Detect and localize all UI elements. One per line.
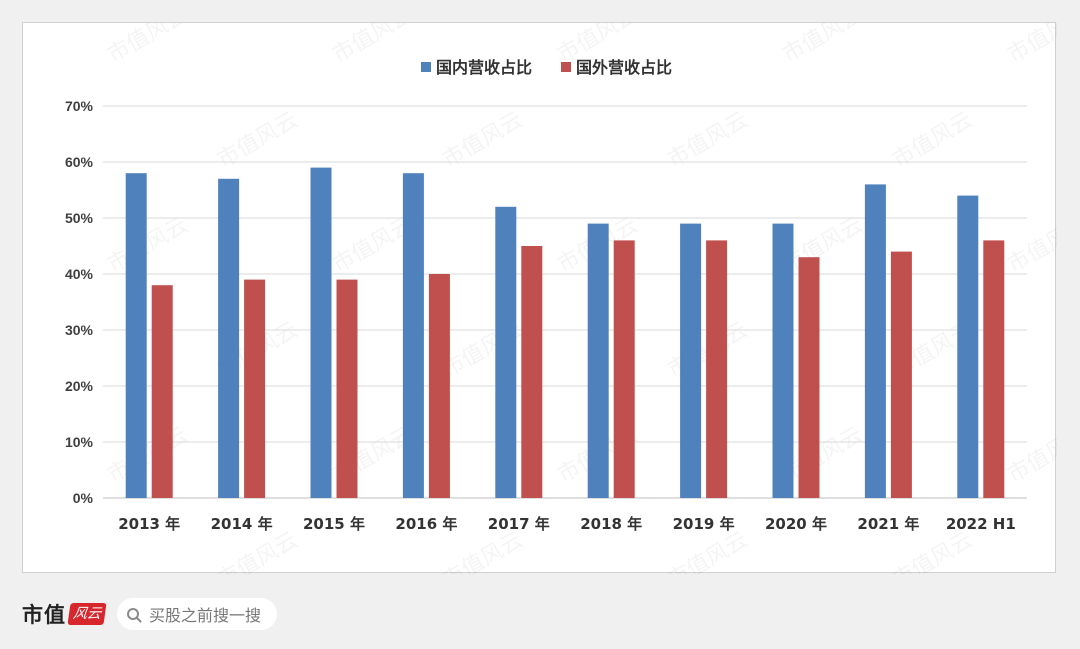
bar-overseas	[428, 274, 450, 498]
bar-overseas	[983, 240, 1005, 498]
watermark-text: 市值风云	[439, 108, 528, 174]
bar-overseas	[890, 251, 912, 498]
bar-domestic	[772, 223, 794, 498]
bar-overseas	[151, 285, 173, 498]
y-tick-label: 50%	[65, 210, 94, 226]
x-tick-label: 2020 年	[765, 515, 827, 533]
watermark-text: 市值风云	[664, 108, 753, 174]
watermark-text: 市值风云	[214, 108, 303, 174]
x-tick-label: 2014 年	[211, 515, 273, 533]
bar-overseas	[244, 279, 266, 498]
bar-overseas	[798, 257, 820, 498]
bar-domestic	[957, 195, 979, 498]
bar-overseas	[706, 240, 728, 498]
brand-logo-seal: 风云	[67, 603, 107, 625]
watermark-text: 市值风云	[1004, 23, 1058, 68]
brand-logo-text: 市值	[22, 602, 66, 627]
y-tick-label: 10%	[65, 434, 94, 450]
watermark-text: 市值风云	[664, 528, 753, 574]
watermark-text: 市值风云	[329, 23, 418, 68]
bar-domestic	[680, 223, 702, 498]
bar-domestic	[495, 206, 517, 499]
legend-label: 国外营收占比	[576, 58, 672, 77]
y-tick-label: 30%	[65, 322, 94, 338]
legend-swatch	[421, 62, 431, 72]
x-tick-label: 2022 H1	[946, 515, 1016, 533]
watermark-text: 市值风云	[889, 528, 978, 574]
bar-domestic	[587, 223, 609, 498]
chart-card: 市值风云 市值风云 市值风云 市值风云 市值风云 市值风云 市值风云 市值风云 市值风云 市值风云…	[22, 22, 1058, 574]
search-placeholder: 买股之前搜一搜	[149, 606, 262, 625]
search-icon	[127, 608, 139, 620]
bar-domestic	[310, 167, 332, 498]
legend-label: 国内营收占比	[436, 58, 532, 77]
x-tick-label: 2015 年	[303, 515, 365, 533]
y-tick-label: 20%	[65, 378, 94, 394]
footer-bar: 市值 风云 买股之前搜一搜	[22, 596, 278, 632]
x-tick-label: 2017 年	[488, 515, 550, 533]
x-tick-label: 2018 年	[580, 515, 642, 533]
bar-overseas	[521, 246, 543, 498]
watermark-text: 市值风云	[1004, 423, 1058, 489]
bar-domestic	[218, 178, 240, 499]
y-tick-label: 40%	[65, 266, 94, 282]
x-tick-label: 2019 年	[673, 515, 735, 533]
y-tick-label: 0%	[73, 490, 94, 506]
watermark-text: 市值风云	[214, 528, 303, 574]
bar-domestic	[402, 173, 424, 498]
search-box[interactable]: 买股之前搜一搜	[117, 598, 278, 630]
watermark-text: 市值风云	[439, 528, 528, 574]
x-tick-label: 2016 年	[395, 515, 457, 533]
bar-overseas	[336, 279, 358, 498]
watermark-text: 市值风云	[104, 23, 193, 68]
x-tick-label: 2013 年	[118, 515, 180, 533]
bar-domestic	[864, 184, 886, 498]
y-tick-label: 60%	[65, 154, 94, 170]
y-tick-label: 70%	[65, 98, 94, 114]
watermark-text: 市值风云	[889, 108, 978, 174]
watermark-text: 市值风云	[1004, 213, 1058, 279]
watermark-text: 市值风云	[779, 23, 868, 68]
bar-domestic	[125, 173, 147, 498]
bar-overseas	[613, 240, 635, 498]
x-tick-label: 2021 年	[857, 515, 919, 533]
watermark-text: 市值风云	[104, 213, 193, 279]
legend-swatch	[561, 62, 571, 72]
watermark-text: 市值风云	[104, 423, 193, 489]
